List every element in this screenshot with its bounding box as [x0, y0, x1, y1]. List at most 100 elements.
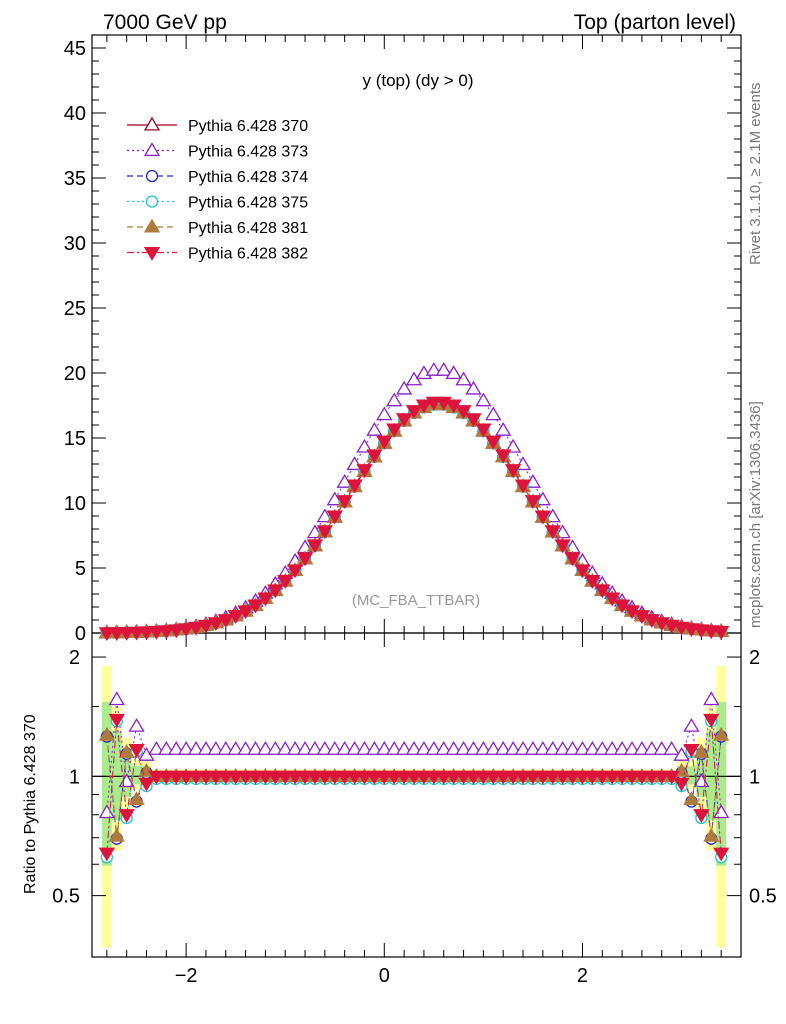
ratio-point-s382: [703, 713, 720, 728]
legend-label-s373: Pythia 6.428 373: [188, 144, 308, 161]
header-left: 7000 GeV pp: [103, 11, 227, 34]
ratio-point-s373: [663, 741, 680, 755]
ratio-point-s382: [395, 770, 413, 785]
ratio-point-s373: [495, 741, 512, 755]
ratio-point-s373: [673, 747, 690, 761]
ratio-point-s373: [564, 741, 581, 755]
main-point-s382: [703, 625, 720, 640]
main-point-s382: [296, 552, 314, 567]
ratio-point-s382: [217, 770, 234, 785]
main-point-s373: [534, 491, 551, 506]
ratio-band-green: [131, 766, 142, 785]
main-point-s382: [168, 624, 185, 639]
ratio-band-green: [716, 702, 727, 866]
ratio-point-s382: [524, 770, 542, 785]
main-point-s382: [267, 584, 284, 599]
ratio-point-s373: [267, 741, 284, 755]
ratio-point-s382: [475, 770, 492, 785]
main-point-s382: [504, 464, 522, 478]
ratio-point-s373: [604, 741, 621, 755]
main-point-s382: [118, 626, 135, 641]
ratio-point-s382: [415, 770, 433, 785]
rivet-label: Rivet 3.1.10, ≥ 2.1M events: [747, 83, 764, 266]
main-ytick-label: 20: [64, 363, 86, 385]
ratio-point-s382: [514, 770, 532, 785]
watermark: (MC_FBA_TTBAR): [352, 592, 480, 609]
ratio-line-s382: [106, 719, 722, 854]
legend-marker-s381: [143, 218, 161, 233]
ratio-point-s373: [376, 741, 393, 755]
ratio-point-s381: [108, 827, 125, 842]
ratio-ytick-label-right: 0.5: [749, 886, 777, 908]
ratio-point-s381: [683, 791, 700, 806]
main-point-s382: [108, 627, 125, 641]
main-point-s382: [376, 435, 393, 450]
main-point-s382: [594, 584, 611, 599]
ratio-point-s373: [326, 741, 343, 755]
ratio-point-s373: [435, 741, 452, 755]
main-point-s382: [177, 623, 195, 638]
main-point-s382: [306, 539, 324, 554]
main-point-s382: [534, 510, 551, 525]
ratio-ytick-label: 1: [69, 766, 80, 788]
legend-label-s381: Pythia 6.428 381: [188, 220, 308, 237]
ratio-point-s373: [613, 741, 631, 755]
main-ytick-label: 35: [64, 168, 86, 190]
main-point-s382: [713, 625, 730, 640]
legend-marker-s375: [145, 195, 159, 208]
ratio-point-s381: [693, 744, 710, 758]
ratio-point-s382: [504, 770, 522, 785]
ratio-point-s373: [643, 741, 660, 755]
main-point-s382: [475, 423, 492, 438]
main-ytick-label: 25: [64, 298, 86, 320]
main-point-s382: [524, 495, 542, 509]
main-point-s373: [326, 491, 343, 506]
ratio-point-s373: [148, 741, 165, 755]
ratio-point-s381: [128, 791, 145, 806]
ratio-point-s382: [594, 770, 611, 785]
ratio-bands: [101, 665, 727, 948]
ratio-point-s373: [574, 741, 591, 755]
main-point-s373: [445, 365, 462, 380]
ratio-ytick-label-right: 2: [749, 647, 760, 669]
ratio-point-s373: [465, 741, 482, 755]
ratio-point-s373: [504, 741, 522, 755]
main-point-s382: [386, 423, 403, 438]
ratio-point-s382: [316, 770, 333, 785]
ratio-point-s382: [683, 744, 700, 758]
main-point-s382: [138, 626, 155, 641]
ratio-point-s373: [425, 741, 442, 755]
ratio-point-s373: [554, 741, 571, 755]
ratio-point-s382: [306, 770, 324, 785]
main-point-s382: [336, 495, 353, 509]
ratio-point-s382: [98, 847, 115, 862]
ratio-series: [98, 691, 730, 864]
ratio-point-s373: [168, 741, 185, 755]
ratio-point-s373: [257, 741, 274, 755]
ratio-point-s373: [623, 741, 641, 755]
ratio-point-s373: [177, 741, 195, 755]
ratio-point-s382: [346, 770, 363, 785]
main-point-s382: [237, 605, 254, 620]
ratio-point-s382: [445, 770, 462, 785]
main-point-s382: [207, 617, 224, 632]
ratio-point-s382: [663, 770, 680, 785]
main-point-s373: [455, 371, 472, 386]
main-ytick-label: 5: [75, 558, 86, 580]
ratio-point-s373: [197, 741, 215, 755]
ratio-point-s373: [534, 741, 551, 755]
ratio-point-s382: [673, 777, 690, 792]
main-point-s382: [227, 610, 244, 625]
main-ytick-label: 30: [64, 233, 86, 255]
main-point-s382: [395, 413, 413, 428]
main-point-s373: [504, 438, 522, 453]
header-right: Top (parton level): [574, 11, 736, 34]
main-point-s373: [435, 362, 452, 376]
ratio-point-s373: [455, 741, 472, 755]
ratio-point-s382: [267, 770, 284, 785]
ratio-point-s381: [118, 744, 135, 758]
main-point-s382: [514, 479, 532, 494]
ratio-band-green: [686, 766, 697, 785]
ratio-point-s382: [336, 770, 353, 785]
ratio-point-s373: [296, 741, 314, 755]
